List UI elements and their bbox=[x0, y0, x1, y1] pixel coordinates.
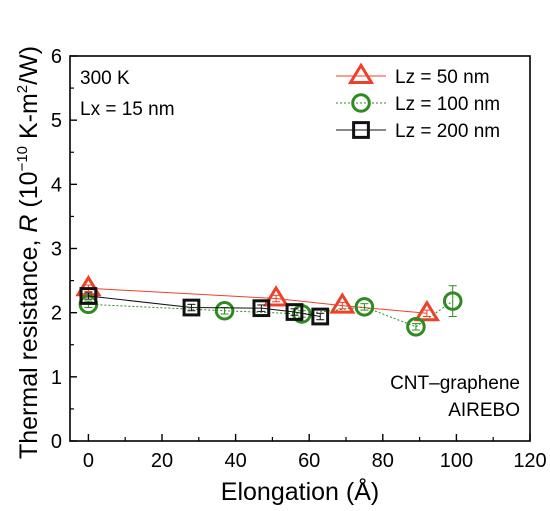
series-line bbox=[88, 300, 454, 328]
annotation-bottom-right: AIREBO bbox=[448, 400, 520, 421]
annotations: 300 K Lx = 15 nm CNT–graphene AIREBO bbox=[80, 68, 520, 421]
data-point bbox=[285, 303, 304, 321]
y-tick-label: 2 bbox=[51, 303, 62, 325]
data-point bbox=[182, 298, 201, 317]
x-tick-label: 80 bbox=[372, 450, 394, 472]
y-tick-label: 5 bbox=[51, 110, 62, 132]
annotation-top-left: 300 K bbox=[80, 68, 130, 89]
data-point bbox=[406, 317, 426, 337]
series-triangle bbox=[75, 274, 441, 322]
data-point bbox=[311, 307, 330, 326]
legend-marker bbox=[351, 93, 371, 113]
legend-label: Lz = 200 nm bbox=[395, 121, 500, 142]
y-axis-label-exponent: −10 bbox=[14, 146, 31, 171]
legend-label: Lz = 50 nm bbox=[395, 67, 490, 88]
x-tick-label: 100 bbox=[440, 450, 473, 472]
legend-label: Lz = 100 nm bbox=[395, 94, 500, 115]
y-axis-label: Thermal resistance, R (10−10 K-m2/W) bbox=[14, 46, 43, 459]
x-axis-label: Elongation (Å) bbox=[221, 476, 379, 506]
x-tick-label: 120 bbox=[513, 450, 546, 472]
plot-frame bbox=[69, 55, 531, 442]
y-tick-label: 0 bbox=[51, 431, 62, 453]
data-point bbox=[252, 299, 271, 318]
data-point bbox=[79, 287, 98, 305]
x-tick-label: 60 bbox=[298, 450, 320, 472]
legend-marker bbox=[347, 62, 375, 84]
y-axis-label-unit: K-m bbox=[15, 93, 43, 146]
series-layer bbox=[75, 274, 463, 337]
y-tick-label: 4 bbox=[51, 174, 62, 196]
legend: Lz = 50 nm Lz = 100 nm Lz = 200 nm bbox=[336, 62, 500, 142]
series-circle bbox=[78, 285, 463, 337]
y-axis-label-symbol: R bbox=[15, 215, 43, 233]
data-point bbox=[413, 299, 441, 322]
tick-labels: 0 20 40 60 80 100 120 0 1 2 3 4 5 6 bbox=[51, 46, 547, 472]
annotation-top-left: Lx = 15 nm bbox=[80, 99, 175, 120]
y-axis-label-close: /W) bbox=[15, 46, 43, 85]
y-axis-label-open: (10 bbox=[15, 171, 43, 214]
series-line bbox=[88, 287, 428, 314]
annotation-bottom-right: CNT–graphene bbox=[390, 373, 520, 394]
y-tick-label: 3 bbox=[51, 239, 62, 261]
y-axis-label-prefix: Thermal resistance, bbox=[15, 233, 43, 459]
data-point bbox=[214, 300, 235, 321]
legend-marker bbox=[352, 121, 370, 139]
data-point bbox=[442, 291, 463, 311]
data-point bbox=[329, 292, 356, 314]
y-tick-label: 1 bbox=[51, 367, 62, 389]
x-tick-label: 40 bbox=[224, 450, 246, 472]
x-tick-label: 0 bbox=[83, 450, 94, 472]
y-tick-label: 6 bbox=[51, 46, 62, 68]
data-point bbox=[262, 285, 290, 307]
series-square bbox=[79, 287, 330, 326]
x-tick-label: 20 bbox=[151, 450, 173, 472]
data-point bbox=[354, 297, 375, 317]
y-axis-label-exponent-2: 2 bbox=[14, 85, 31, 93]
